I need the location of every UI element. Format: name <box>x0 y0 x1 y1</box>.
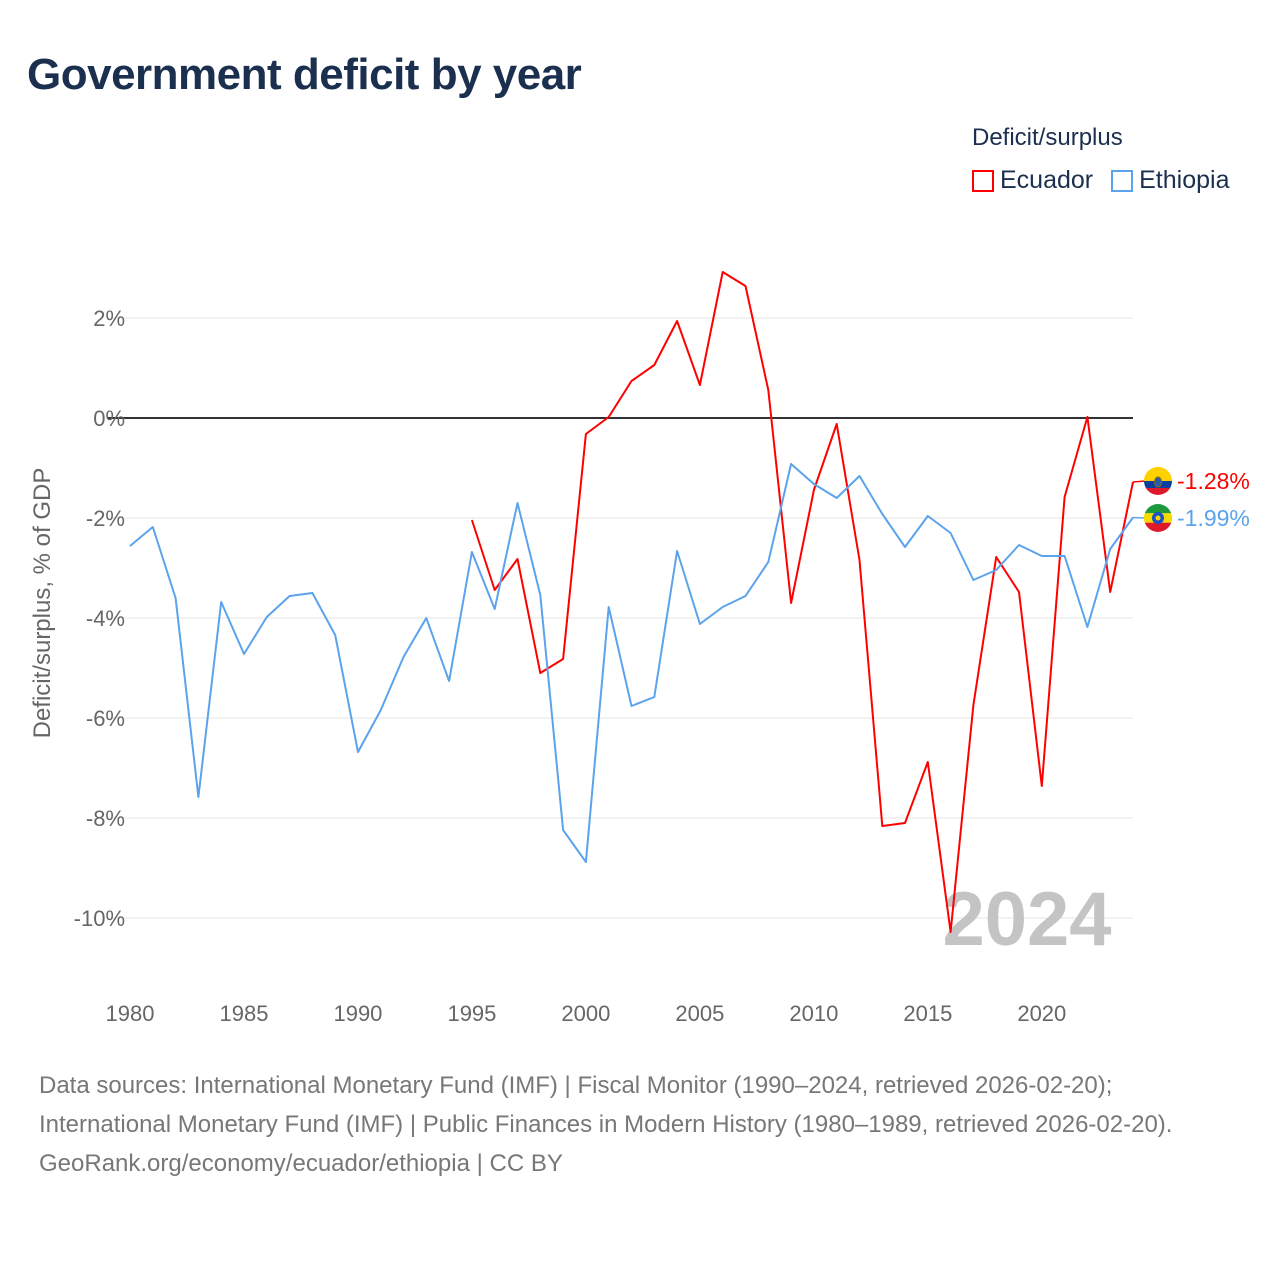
series-line-ecuador <box>470 271 1134 933</box>
y-axis-label: Deficit/surplus, % of GDP <box>29 468 56 739</box>
end-connector <box>1132 516 1146 519</box>
y-tick-label: -10% <box>74 906 125 931</box>
year-watermark: 2024 <box>942 877 1111 962</box>
legend-swatch-ecuador <box>972 169 994 192</box>
credit-link[interactable]: GeoRank.org/economy/ecuador/ethiopia | C… <box>39 1150 563 1177</box>
x-tick-label: 1995 <box>447 1001 496 1026</box>
x-tick-label: 1980 <box>106 1001 155 1026</box>
x-tick-label: 2020 <box>1017 1001 1066 1026</box>
flag-emblem <box>1154 476 1162 488</box>
end-value-label: -1.28% <box>1177 468 1250 494</box>
x-tick-label: 1985 <box>220 1001 269 1026</box>
y-tick-label: -4% <box>86 606 125 631</box>
x-tick-label: 1990 <box>333 1001 382 1026</box>
legend-title: Deficit/surplus <box>972 124 1123 151</box>
flag-band <box>1144 488 1172 495</box>
y-tick-label: 2% <box>93 306 125 331</box>
y-tick-label: -6% <box>86 706 125 731</box>
legend-label-ecuador: Ecuador <box>1000 166 1094 194</box>
flag-band <box>1144 467 1172 481</box>
y-tick-label: -8% <box>86 806 125 831</box>
end-value-label: -1.99% <box>1177 505 1250 531</box>
chart-plot: Deficit/surplus, % of GDP 2% 0% -2% -4% -6% -… <box>29 271 1250 1026</box>
ethiopia-flag-icon <box>1144 504 1172 532</box>
y-tick-label: 0% <box>93 406 125 431</box>
legend-label-ethiopia: Ethiopia <box>1139 166 1230 194</box>
chart-title: Government deficit by year <box>27 50 582 99</box>
legend-item-ecuador[interactable]: Ecuador <box>972 166 1093 195</box>
series-line-ethiopia <box>129 463 1134 863</box>
flag-band <box>1144 504 1172 514</box>
footer: Data sources: International Monetary Fun… <box>39 1066 1239 1183</box>
flag-band <box>1144 522 1172 532</box>
x-tick-label: 2015 <box>903 1001 952 1026</box>
x-tick-label: 2005 <box>675 1001 724 1026</box>
legend-item-ethiopia[interactable]: Ethiopia <box>1111 166 1229 195</box>
x-tick-label: 2000 <box>561 1001 610 1026</box>
legend-swatch-ethiopia <box>1111 169 1134 192</box>
x-tick-label: 2010 <box>789 1001 838 1026</box>
end-connector <box>1132 480 1146 483</box>
data-sources: Data sources: International Monetary Fun… <box>39 1072 1173 1138</box>
legend: Ecuador Ethiopia <box>972 166 1229 195</box>
flag-star <box>1155 515 1161 521</box>
y-tick-label: -2% <box>86 506 125 531</box>
ecuador-flag-icon <box>1144 467 1172 495</box>
